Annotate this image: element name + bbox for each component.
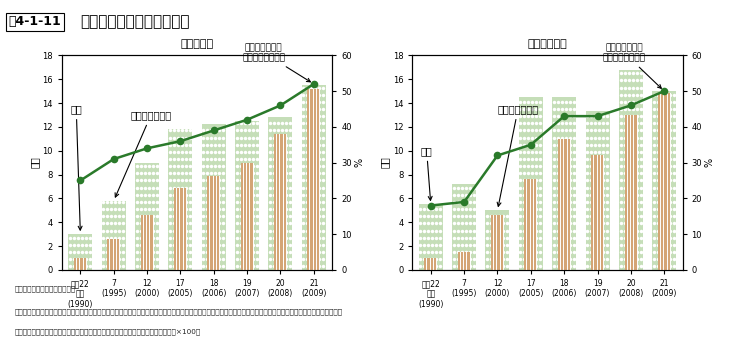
Text: 野生鳥獣の捕獲数等の推移: 野生鳥獣の捕獲数等の推移 (80, 14, 190, 29)
Bar (269, 117, 293, 270)
Text: 有害鳥獣捕獲等
の割合（右目盛）: 有害鳥獣捕獲等 の割合（右目盛） (603, 43, 661, 88)
Y-axis label: 万頭: 万頭 (380, 157, 390, 169)
Bar (241, 163, 253, 270)
Bar (107, 239, 120, 270)
Text: ２）有害鳥獣捕獲等の割合＝有害鳥獣捕獲等数／（狩猎数＋有害鳥獣捕獲等数×100）: ２）有害鳥獣捕獲等の割合＝有害鳥獣捕獲等数／（狩猎数＋有害鳥獣捕獲等数×100） (15, 329, 201, 335)
Bar (558, 139, 571, 270)
Bar (235, 121, 259, 270)
Bar (652, 91, 676, 270)
Bar (619, 70, 643, 270)
Bar (101, 201, 126, 270)
Text: 注：１）有害鳥獣捕獲等とは、鳥獣による生活環境、農林水産業又は生態系にかかる被害防止のための捕獲及び特定鳥獣保護管理計画に基づく数の調整のための捕獲。: 注：１）有害鳥獣捕獲等とは、鳥獣による生活環境、農林水産業又は生態系にかかる被害… (15, 308, 342, 315)
Bar (301, 85, 326, 270)
Bar (201, 125, 226, 270)
Bar (458, 252, 470, 270)
Text: 狩猟: 狩猟 (70, 104, 82, 230)
Text: 有害鳥獣捕獲等: 有害鳥獣捕獲等 (115, 110, 172, 197)
Bar (174, 188, 187, 270)
Title: （イノシシ）: （イノシシ） (528, 39, 567, 49)
Bar (552, 97, 576, 270)
Bar (519, 97, 543, 270)
Bar (169, 129, 193, 270)
Bar (135, 163, 159, 270)
Title: （シ　カ）: （シ カ） (180, 39, 214, 49)
Bar (207, 176, 220, 270)
Y-axis label: %: % (705, 158, 715, 167)
Bar (69, 234, 93, 270)
Text: 有害鳥獣捕獲等
の割合（右目盛）: 有害鳥獣捕獲等 の割合（右目盛） (242, 43, 310, 82)
Bar (485, 210, 510, 270)
Bar (74, 258, 87, 270)
Bar (274, 134, 287, 270)
Text: 狩猟: 狩猟 (420, 146, 433, 200)
Bar (491, 215, 504, 270)
Bar (307, 89, 320, 270)
Bar (141, 215, 153, 270)
Y-axis label: %: % (355, 158, 364, 167)
Bar (424, 258, 437, 270)
Bar (658, 93, 671, 270)
Bar (625, 115, 637, 270)
Bar (419, 204, 443, 270)
Text: 围4-1-11: 围4-1-11 (9, 15, 61, 28)
Bar (585, 111, 610, 270)
Text: 資料：環境省「鳥獣関係統計」: 資料：環境省「鳥獣関係統計」 (15, 285, 76, 292)
Text: 有害鳥獣捕獲等: 有害鳥獣捕獲等 (497, 104, 539, 206)
Y-axis label: 万頭: 万頭 (30, 157, 39, 169)
Bar (452, 184, 476, 270)
Bar (591, 155, 604, 270)
Bar (524, 179, 537, 270)
